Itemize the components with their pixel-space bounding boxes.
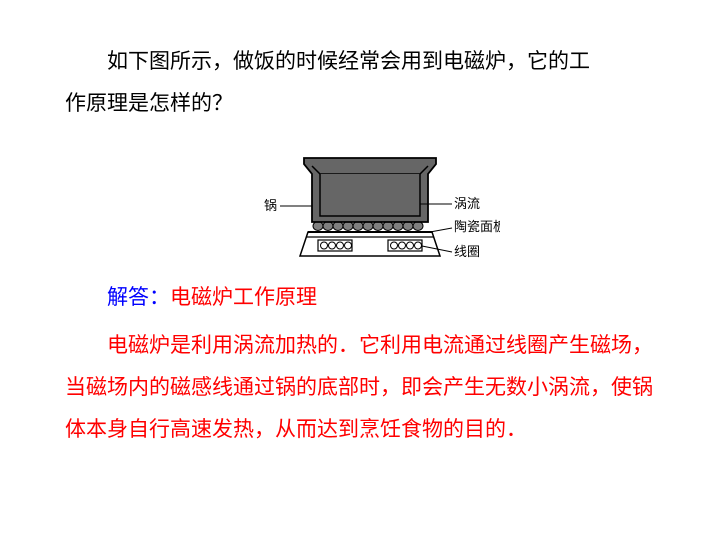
label-pot: 锅	[264, 198, 277, 213]
question-line-1: 如下图所示，做饭的时候经常会用到电磁炉，它的工	[65, 40, 655, 82]
label-coil: 线圈	[454, 244, 480, 259]
label-eddy: 涡流	[454, 196, 480, 211]
question-line-2: 作原理是怎样的？	[65, 82, 655, 124]
answer-title: 电磁炉工作原理	[170, 285, 317, 309]
answer-label-row: 解答：电磁炉工作原理	[65, 276, 655, 318]
label-ceramic: 陶瓷面板	[454, 219, 500, 234]
induction-cooker-diagram: 锅 涡流 陶瓷面板 线圈	[65, 134, 655, 264]
answer-body: 电磁炉是利用涡流加热的．它利用电流通过线圈产生磁场，当磁场内的磁感线通过锅的底部…	[65, 324, 655, 450]
answer-label: 解答：	[107, 285, 170, 309]
